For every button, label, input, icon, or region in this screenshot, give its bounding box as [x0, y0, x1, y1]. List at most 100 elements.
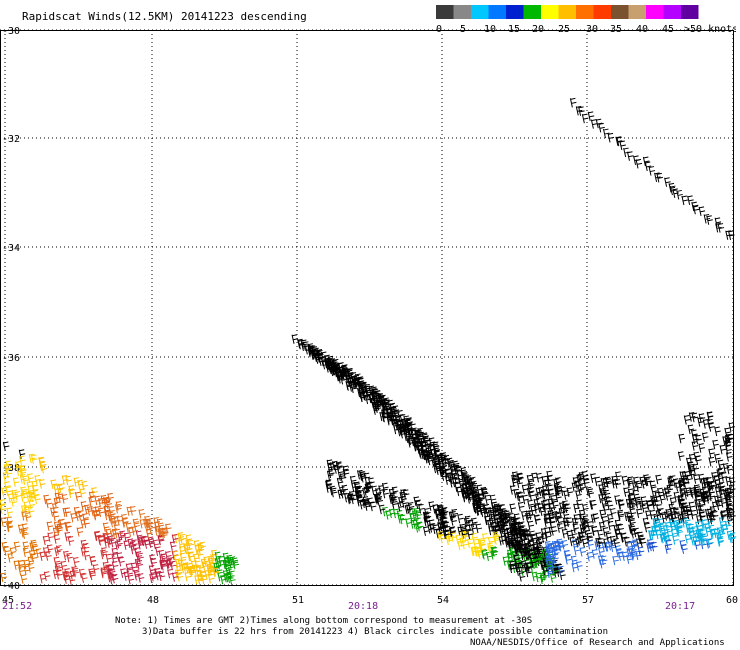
wind-barb — [32, 545, 39, 555]
colorbar-swatch — [611, 5, 629, 19]
wind-barb — [591, 549, 599, 559]
wind-barb — [88, 496, 95, 507]
wind-barb — [336, 477, 344, 488]
wind-barb — [623, 536, 631, 547]
wind-barb — [199, 571, 206, 582]
wind-barb — [45, 498, 53, 509]
wind-barb — [100, 566, 108, 577]
wind-barb — [94, 495, 101, 506]
wind-barb — [517, 492, 524, 502]
wind-barb — [517, 501, 525, 512]
wind-barb — [231, 557, 239, 568]
wind-barb — [381, 482, 389, 493]
wind-barb — [536, 472, 543, 483]
wind-barb — [635, 158, 643, 169]
wind-barb — [548, 503, 555, 513]
wind-barb — [139, 518, 147, 529]
wind-barb — [557, 541, 564, 551]
wind-barb — [714, 217, 722, 227]
wind-barb — [302, 341, 310, 351]
wind-barb — [727, 509, 734, 519]
wind-barb — [161, 527, 169, 537]
wind-barb — [527, 520, 535, 531]
wind-barb — [706, 215, 713, 225]
wind-barb — [137, 573, 145, 583]
wind-barb — [171, 572, 179, 582]
wind-barb — [326, 470, 334, 480]
wind-barb — [716, 468, 724, 479]
wind-barb — [31, 484, 39, 495]
wind-barb — [509, 529, 516, 539]
wind-barb — [118, 556, 125, 567]
pass-time-label: 20:18 — [348, 601, 378, 612]
wind-barb — [7, 552, 15, 563]
wind-barb — [357, 387, 364, 398]
wind-barb — [548, 516, 556, 527]
wind-barb — [597, 538, 604, 548]
x-tick-label: 45 — [2, 595, 14, 606]
wind-barb — [111, 560, 119, 571]
wind-barb — [609, 535, 617, 546]
wind-barb — [533, 504, 541, 514]
wind-barb — [649, 480, 657, 491]
wind-barb — [130, 562, 138, 573]
wind-barb — [460, 530, 467, 541]
wind-barb — [607, 513, 614, 524]
wind-barb — [665, 521, 672, 532]
wind-barb — [108, 505, 115, 516]
wind-barb — [560, 486, 567, 497]
wind-barb — [690, 535, 698, 546]
wind-barb — [518, 521, 526, 531]
wind-barb — [717, 223, 725, 233]
wind-barb — [586, 551, 594, 562]
wind-barb — [689, 487, 696, 497]
wind-barb — [111, 553, 118, 563]
wind-barb — [73, 506, 81, 517]
colorbar-label: 5 — [460, 24, 466, 35]
colorbar-swatch — [558, 5, 576, 19]
wind-barb — [391, 408, 398, 418]
wind-barb — [618, 499, 625, 510]
wind-barb — [61, 494, 69, 504]
wind-barb — [437, 530, 444, 541]
wind-barb — [66, 552, 73, 563]
wind-barb — [100, 494, 108, 505]
wind-barb — [602, 128, 610, 139]
wind-barb — [111, 573, 119, 584]
wind-barb — [448, 459, 455, 470]
x-tick-label: 48 — [147, 595, 159, 606]
wind-barb — [480, 507, 487, 517]
wind-barb — [3, 546, 11, 556]
wind-barb — [698, 499, 705, 510]
wind-barb — [613, 538, 620, 548]
wind-barb — [572, 523, 580, 533]
wind-barb — [573, 503, 580, 513]
y-tick-label: -38 — [2, 463, 20, 474]
wind-barb — [465, 475, 473, 485]
wind-barb — [581, 538, 589, 548]
pass-time-label: 21:52 — [2, 601, 32, 612]
wind-barb — [630, 540, 637, 551]
wind-barb — [540, 527, 548, 538]
wind-barb — [716, 533, 724, 544]
wind-barb — [626, 547, 634, 558]
wind-barb — [125, 563, 133, 573]
wind-barb — [405, 518, 412, 528]
wind-barb — [5, 486, 12, 496]
wind-barb — [339, 486, 346, 497]
colorbar-label: 40 — [636, 24, 648, 35]
wind-barb — [714, 495, 721, 506]
wind-barb — [68, 488, 75, 498]
wind-barb — [53, 521, 61, 531]
wind-barb — [89, 555, 96, 566]
wind-barb — [484, 515, 491, 526]
wind-barb — [578, 513, 586, 524]
wind-barb — [114, 528, 121, 539]
wind-barb — [13, 560, 21, 570]
wind-barb — [628, 498, 636, 509]
wind-barb — [692, 434, 699, 445]
wind-barb — [72, 557, 80, 567]
wind-barb — [0, 517, 8, 527]
wind-barb — [556, 486, 564, 496]
wind-barb — [11, 489, 19, 500]
